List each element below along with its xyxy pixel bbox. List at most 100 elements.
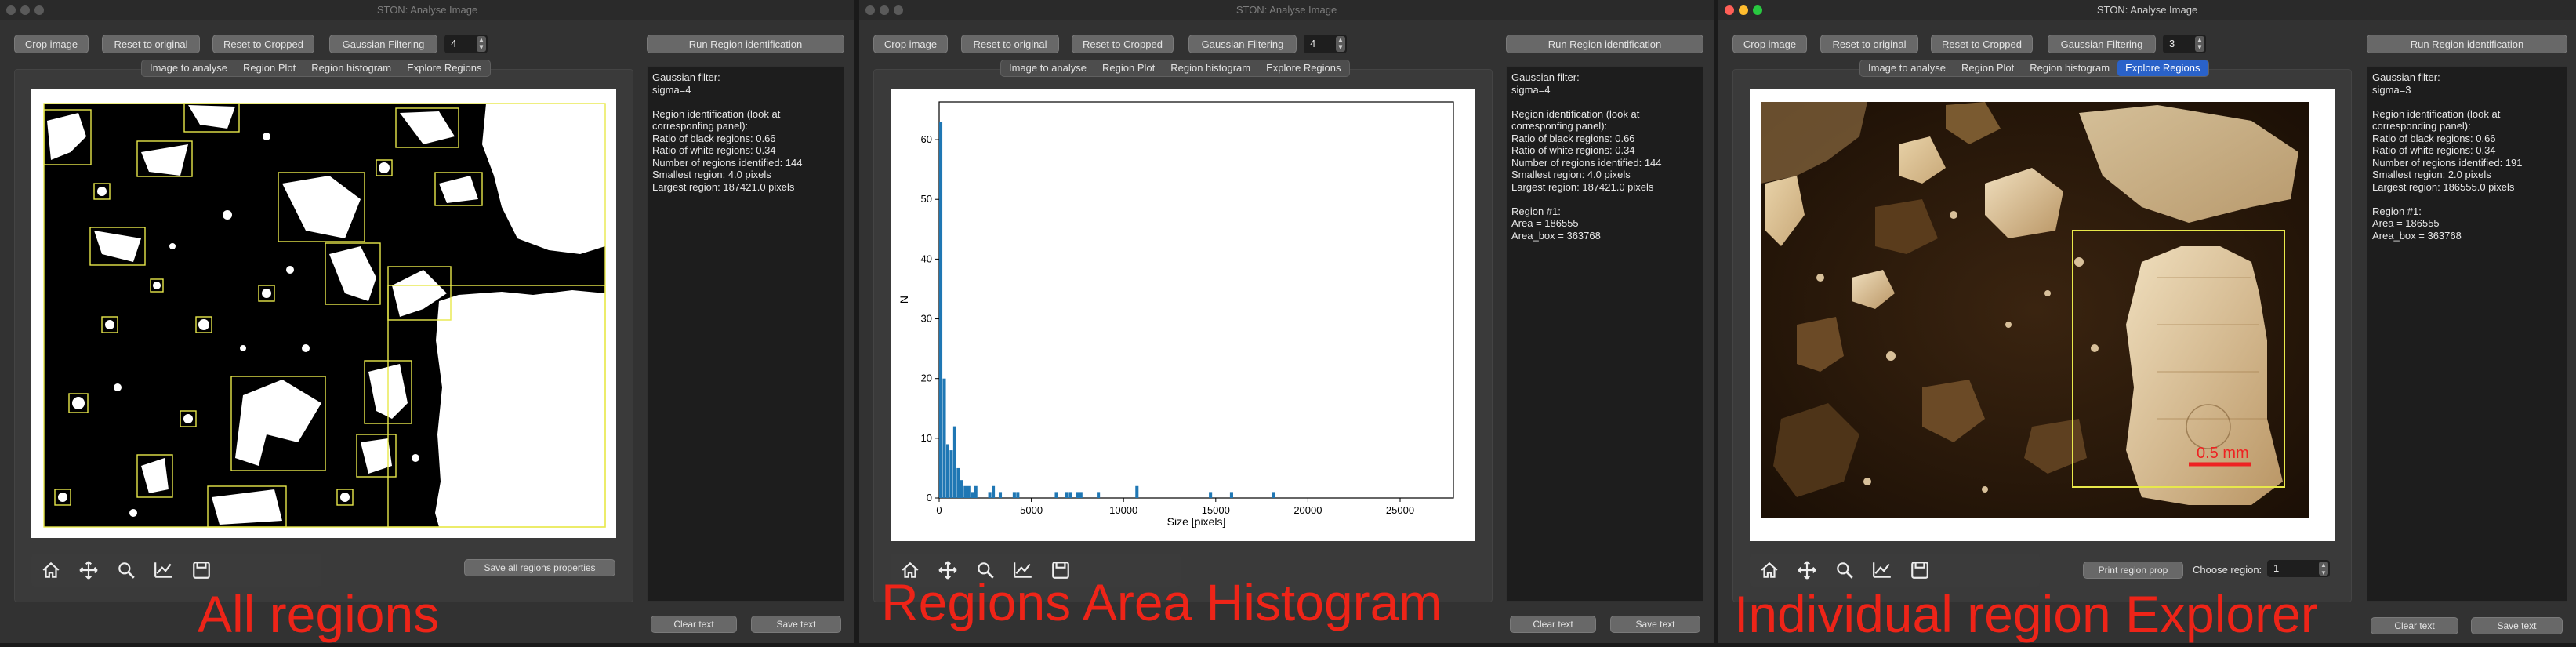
crop-image-button[interactable]: Crop image	[1732, 35, 1807, 53]
reset-cropped-button[interactable]: Reset to Cropped	[1072, 35, 1174, 53]
y-tick-label: 0	[927, 492, 932, 503]
reset-original-button[interactable]: Reset to original	[961, 35, 1059, 53]
tab-image-to-analyse[interactable]: Image to analyse	[1868, 62, 1947, 74]
minimize-icon[interactable]	[20, 5, 30, 15]
sigma-spinbox[interactable]: 4 ▲ ▼	[444, 35, 488, 53]
output-text-area[interactable]: Gaussian filter: sigma=3 Region identifi…	[2367, 66, 2567, 602]
histogram-bar	[1135, 485, 1139, 498]
x-tick-label: 25000	[1386, 504, 1414, 516]
plot-toolbar	[891, 554, 1181, 587]
histogram-bar	[974, 485, 978, 498]
pan-icon[interactable]	[77, 558, 100, 582]
pan-icon[interactable]	[1795, 558, 1819, 582]
run-region-identification-button[interactable]: Run Region identification	[2367, 35, 2567, 53]
tab-region-histogram[interactable]: Region histogram	[1170, 62, 1251, 74]
close-icon[interactable]	[1725, 5, 1734, 15]
tab-region-plot[interactable]: Region Plot	[1102, 62, 1156, 74]
save-icon[interactable]	[1049, 558, 1072, 582]
tab-region-histogram[interactable]: Region histogram	[2030, 62, 2110, 74]
save-text-button[interactable]: Save text	[2471, 617, 2563, 634]
tab-explore-regions[interactable]: Explore Regions	[2117, 60, 2208, 76]
spin-arrows-icon[interactable]: ▲ ▼	[2195, 36, 2204, 52]
histogram-bar	[945, 444, 950, 498]
histogram-bar	[1012, 492, 1016, 498]
home-icon[interactable]	[1758, 558, 1781, 582]
x-axis-label: Size [pixels]	[1167, 515, 1226, 528]
y-axis-label: N	[898, 296, 910, 304]
tab-explore-regions[interactable]: Explore Regions	[407, 62, 482, 74]
binary-region-image	[43, 103, 606, 528]
output-text-area[interactable]: Gaussian filter: sigma=4 Region identifi…	[647, 66, 844, 602]
reset-cropped-button[interactable]: Reset to Cropped	[1931, 35, 2033, 53]
crop-image-button[interactable]: Crop image	[873, 35, 948, 53]
x-tick-label: 5000	[1020, 504, 1043, 516]
save-text-button[interactable]: Save text	[751, 616, 841, 633]
minimize-icon[interactable]	[1739, 5, 1748, 15]
histogram-bar	[988, 492, 992, 498]
maximize-icon[interactable]	[34, 5, 44, 15]
gaussian-filtering-button[interactable]: Gaussian Filtering	[1188, 35, 1297, 53]
pan-icon[interactable]	[936, 558, 960, 582]
spin-arrows-icon[interactable]: ▲ ▼	[477, 36, 486, 52]
close-icon[interactable]	[865, 5, 875, 15]
histogram-bar	[952, 426, 956, 498]
tab-image-to-analyse[interactable]: Image to analyse	[1009, 62, 1087, 74]
gaussian-filtering-button[interactable]: Gaussian Filtering	[2048, 35, 2156, 53]
maximize-icon[interactable]	[894, 5, 903, 15]
maximize-icon[interactable]	[1753, 5, 1762, 15]
zoom-icon[interactable]	[1833, 558, 1856, 582]
minimize-icon[interactable]	[880, 5, 889, 15]
tab-image-to-analyse[interactable]: Image to analyse	[150, 62, 228, 74]
zoom-icon[interactable]	[974, 558, 997, 582]
print-region-prop-button[interactable]: Print region prop	[2083, 562, 2183, 579]
x-tick-label: 10000	[1109, 504, 1137, 516]
histogram-bar	[949, 450, 953, 498]
sigma-spinbox[interactable]: 3 ▲ ▼	[2163, 35, 2206, 53]
save-text-button[interactable]: Save text	[1610, 616, 1700, 633]
clear-text-button[interactable]: Clear text	[2371, 617, 2458, 634]
home-icon[interactable]	[898, 558, 922, 582]
subplots-icon[interactable]	[152, 558, 176, 582]
choose-region-label: Choose region:	[2193, 564, 2262, 576]
tab-region-plot[interactable]: Region Plot	[243, 62, 296, 74]
clear-text-button[interactable]: Clear text	[651, 616, 737, 633]
subplots-icon[interactable]	[1870, 558, 1894, 582]
clear-text-button[interactable]: Clear text	[1510, 616, 1596, 633]
y-tick-label: 60	[921, 133, 932, 145]
tab-bar: Image to analyse Region Plot Region hist…	[141, 60, 491, 77]
tab-explore-regions[interactable]: Explore Regions	[1266, 62, 1341, 74]
run-region-identification-button[interactable]: Run Region identification	[1506, 35, 1703, 53]
save-icon[interactable]	[1908, 558, 1932, 582]
plot-toolbar	[31, 554, 321, 587]
tab-region-plot[interactable]: Region Plot	[1961, 62, 2015, 74]
region-explorer-canvas[interactable]: 0.5 mm	[1750, 89, 2335, 541]
reset-original-button[interactable]: Reset to original	[102, 35, 200, 53]
save-icon[interactable]	[190, 558, 213, 582]
gaussian-filtering-button[interactable]: Gaussian Filtering	[329, 35, 437, 53]
tab-region-histogram[interactable]: Region histogram	[311, 62, 392, 74]
crop-image-button[interactable]: Crop image	[14, 35, 89, 53]
run-region-identification-button[interactable]: Run Region identification	[647, 35, 844, 53]
sigma-spinbox[interactable]: 4 ▲ ▼	[1304, 35, 1347, 53]
sigma-value: 4	[451, 38, 457, 49]
histogram-bar	[1229, 492, 1233, 498]
region-plot-canvas[interactable]	[31, 89, 616, 538]
output-text-area[interactable]: Gaussian filter: sigma=4 Region identifi…	[1506, 66, 1703, 602]
home-icon[interactable]	[39, 558, 63, 582]
spin-arrows-icon[interactable]: ▲ ▼	[1336, 36, 1345, 52]
histogram-canvas[interactable]: 0 5000 10000 15000 20000 25000 0 10 20 30 40 50 60 …	[891, 89, 1475, 541]
subplots-icon[interactable]	[1011, 558, 1035, 582]
spin-arrows-icon[interactable]: ▲ ▼	[2319, 562, 2328, 576]
y-tick-label: 40	[921, 253, 932, 264]
y-tick-label: 20	[921, 373, 932, 384]
histogram-bar	[1097, 492, 1101, 498]
close-icon[interactable]	[6, 5, 16, 15]
reset-cropped-button[interactable]: Reset to Cropped	[212, 35, 314, 53]
region-spinbox[interactable]: 1 ▲ ▼	[2267, 560, 2330, 577]
save-all-regions-button[interactable]: Save all regions properties	[464, 559, 615, 576]
histogram-bar	[956, 467, 960, 498]
histogram-bar	[1209, 492, 1213, 498]
sigma-value: 4	[1310, 38, 1316, 49]
reset-original-button[interactable]: Reset to original	[1820, 35, 1918, 53]
zoom-icon[interactable]	[114, 558, 138, 582]
